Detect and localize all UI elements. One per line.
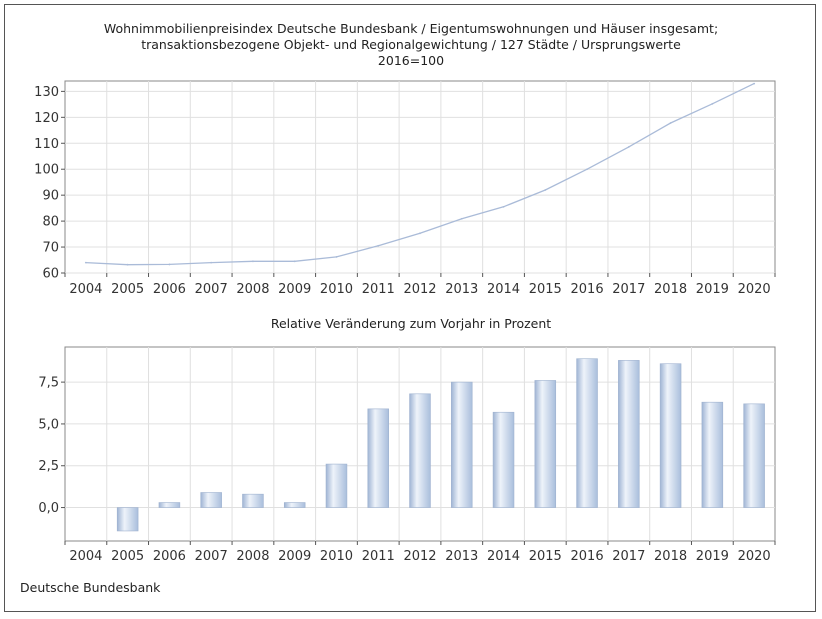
change-bar <box>283 502 306 508</box>
index-data-point <box>419 232 421 235</box>
line-plot-area <box>64 80 776 274</box>
line-x-tick-label: 2008 <box>236 282 269 297</box>
line-y-tick-label: 100 <box>34 163 59 178</box>
chart-title-line-1: Wohnimmobilienpreisindex Deutsche Bundes… <box>103 21 719 36</box>
change-bar <box>325 463 348 508</box>
change-bar <box>618 360 640 508</box>
line-y-tick-label: 80 <box>42 215 59 230</box>
index-data-point <box>84 261 87 264</box>
bar-chart: 0,0 2,5 5,0 7,5 2004 2005 2006 2007 2008 2009 2010… <box>38 346 776 564</box>
bar-x-tick-label: 2014 <box>487 549 520 564</box>
index-data-point <box>293 260 296 263</box>
bar-x-tick-label: 2004 <box>69 549 102 564</box>
line-x-tick-label: 2010 <box>320 282 353 297</box>
bar-x-tick-label: 2006 <box>153 549 186 564</box>
line-x-tick-label: 2015 <box>529 282 562 297</box>
line-y-tick-label: 70 <box>42 241 59 256</box>
index-data-point <box>335 256 338 258</box>
change-bar <box>659 363 682 508</box>
bar-x-tick-label: 2015 <box>529 549 562 564</box>
bar-x-tick-label: 2008 <box>236 549 269 564</box>
line-x-tick-label: 2011 <box>362 282 395 297</box>
line-x-tick-label: 2017 <box>612 282 645 297</box>
line-y-tick-label: 120 <box>34 111 59 126</box>
index-data-point <box>460 217 463 220</box>
change-bar <box>116 507 139 532</box>
index-data-point <box>502 205 505 208</box>
bar-x-tick-label: 2017 <box>612 549 645 564</box>
chart-title-line-3: 2016=100 <box>377 53 445 68</box>
index-data-point <box>753 82 756 85</box>
index-data-point <box>627 146 630 148</box>
line-x-tick-label: 2007 <box>195 282 228 297</box>
bar-x-tick-label: 2007 <box>195 549 228 564</box>
index-data-point <box>168 263 171 266</box>
line-y-tick-label: 110 <box>34 137 59 152</box>
bar-x-tick-label: 2011 <box>362 549 395 564</box>
bar-x-tick-label: 2020 <box>738 549 771 564</box>
bar-chart-title: Relative Veränderung zum Vorjahr in Proz… <box>270 316 552 331</box>
bar-x-tick-label: 2016 <box>571 549 604 564</box>
change-bar <box>701 401 724 508</box>
bar-y-tick-label: 5,0 <box>38 417 59 432</box>
index-data-point <box>711 102 714 105</box>
bar-y-tick-label: 0,0 <box>38 501 59 516</box>
bar-x-tick-label: 2019 <box>696 549 729 564</box>
index-data-point <box>252 260 254 263</box>
chart-title-line-2: transaktionsbezogene Objekt- und Regiona… <box>141 37 681 52</box>
change-bar <box>367 408 389 508</box>
change-bar <box>158 502 181 508</box>
bar-x-tick-label: 2005 <box>111 549 144 564</box>
source-label: Deutsche Bundesbank <box>20 580 161 595</box>
line-x-tick-label: 2018 <box>654 282 687 297</box>
line-x-tick-label: 2006 <box>153 282 186 297</box>
line-x-tick-label: 2016 <box>571 282 604 297</box>
index-data-point <box>126 263 129 266</box>
change-bar <box>200 492 222 508</box>
line-y-tick-label: 90 <box>42 189 59 204</box>
change-bar <box>409 393 431 508</box>
line-x-tick-label: 2012 <box>403 282 436 297</box>
index-data-point <box>544 189 547 191</box>
line-chart: 60 70 80 90 100 110 120 130 2004 2005 2006 2007 2008… <box>34 80 776 297</box>
bar-x-tick-label: 2013 <box>445 549 478 564</box>
bar-x-tick-label: 2009 <box>278 549 311 564</box>
line-x-tick-label: 2019 <box>696 282 729 297</box>
bar-y-tick-label: 2,5 <box>38 459 59 474</box>
bar-x-tick-label: 2012 <box>403 549 436 564</box>
change-bar <box>451 381 473 508</box>
change-bar <box>492 411 515 508</box>
change-bar <box>743 403 765 508</box>
change-bar <box>534 380 557 508</box>
line-x-tick-label: 2014 <box>487 282 520 297</box>
index-data-point <box>210 261 213 264</box>
line-y-tick-label: 130 <box>34 85 59 100</box>
line-x-tick-label: 2004 <box>69 282 102 297</box>
line-x-tick-label: 2005 <box>111 282 144 297</box>
index-data-point <box>669 122 672 124</box>
bar-x-tick-label: 2018 <box>654 549 687 564</box>
bar-x-tick-label: 2010 <box>320 549 353 564</box>
line-x-tick-label: 2020 <box>738 282 771 297</box>
index-data-point <box>377 244 380 247</box>
index-data-point <box>586 168 588 171</box>
change-bar <box>576 358 598 508</box>
bar-y-tick-label: 7,5 <box>38 376 59 391</box>
line-y-tick-label: 60 <box>42 267 59 282</box>
change-bar <box>242 493 264 508</box>
line-x-tick-label: 2013 <box>445 282 478 297</box>
line-x-tick-label: 2009 <box>278 282 311 297</box>
